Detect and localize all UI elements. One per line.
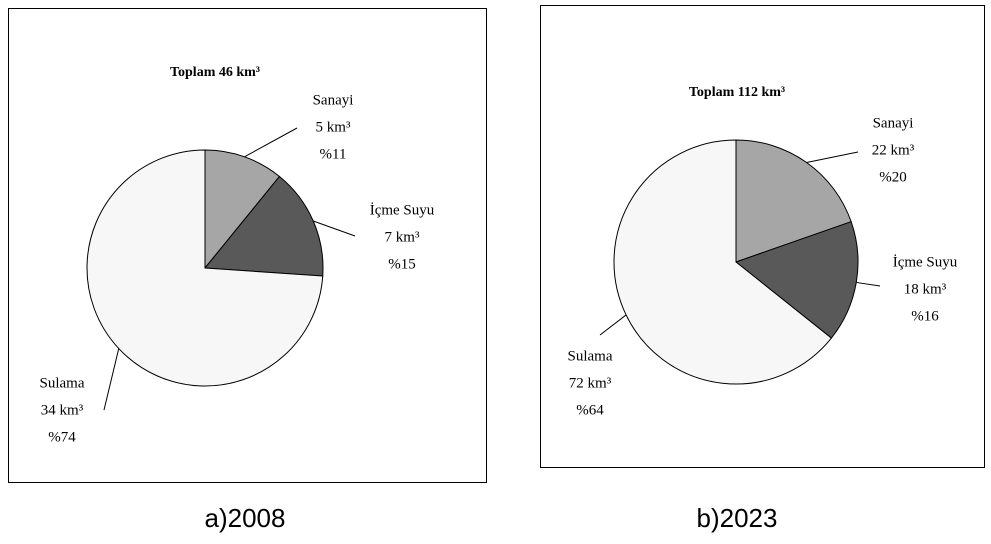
slice-value: 7 km³	[385, 229, 420, 245]
slice-percent: %64	[576, 402, 604, 418]
slice-value: 22 km³	[872, 142, 915, 158]
leader-line	[599, 314, 627, 336]
slice-name: Sulama	[40, 375, 85, 391]
slice-value: 34 km³	[41, 402, 84, 418]
leader-line	[103, 348, 120, 411]
slice-value: 5 km³	[316, 119, 351, 135]
leader-line	[244, 127, 298, 158]
chart-title: Toplam 112 km³	[689, 85, 785, 100]
slice-percent: %15	[388, 256, 416, 272]
slice-percent: %20	[879, 169, 907, 185]
pie-slice	[204, 149, 281, 270]
chart-title: Toplam 46 km³	[170, 65, 260, 80]
slice-value: 72 km³	[569, 375, 612, 391]
slice-name: Sulama	[568, 348, 613, 364]
slice-value: 18 km³	[904, 281, 947, 297]
caption: b)2023	[697, 503, 778, 533]
caption: a)2008	[205, 503, 286, 533]
leader-line	[313, 220, 356, 237]
slice-name: Sanayi	[873, 115, 914, 131]
leader-line	[806, 151, 859, 163]
slice-percent: %74	[48, 429, 76, 445]
slice-name: İçme Suyu	[893, 254, 958, 270]
slice-name: İçme Suyu	[370, 202, 435, 218]
slice-name: Sanayi	[313, 92, 354, 108]
slice-percent: %11	[320, 146, 347, 162]
leader-line	[856, 281, 881, 287]
slice-percent: %16	[911, 308, 939, 324]
pie-slice	[204, 175, 324, 277]
pie-slice	[86, 149, 324, 387]
